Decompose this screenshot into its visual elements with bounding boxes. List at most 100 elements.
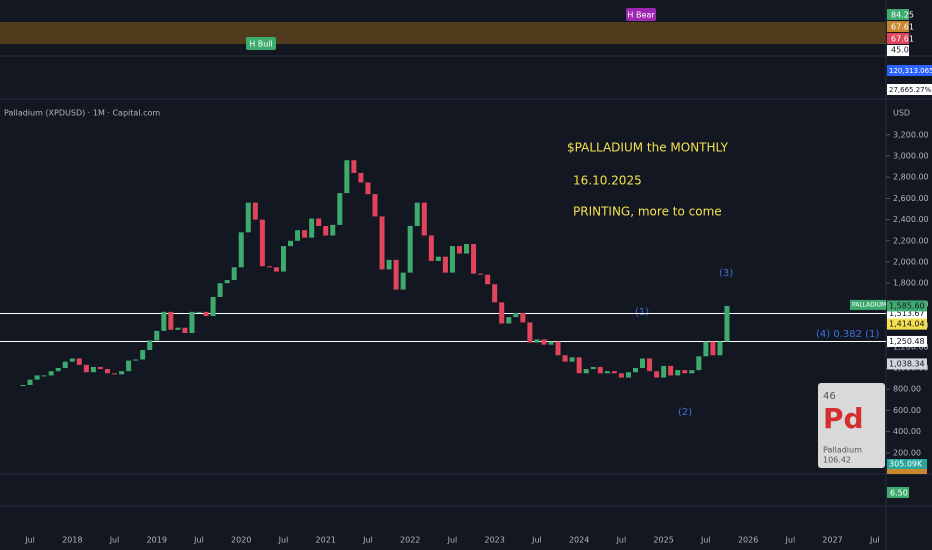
- label-bg: [887, 9, 909, 20]
- candle: [569, 357, 575, 362]
- candle: [372, 194, 378, 217]
- rsi-label: 67.61: [891, 23, 914, 32]
- atomic-number: 46: [823, 391, 836, 402]
- x-tick-label: Jul: [785, 536, 796, 545]
- y-tick-label: 2,200.00: [893, 236, 929, 245]
- candle: [541, 339, 547, 345]
- second-label: 27,665.27%: [889, 86, 932, 94]
- candle: [280, 246, 286, 272]
- candle: [62, 361, 68, 368]
- candle: [161, 311, 167, 331]
- wave-label: (3): [719, 268, 733, 279]
- candle: [682, 370, 688, 374]
- candle: [527, 322, 533, 343]
- candle: [238, 232, 244, 268]
- candle: [703, 341, 709, 357]
- candle: [520, 312, 526, 323]
- price-tag-bg: [887, 335, 927, 347]
- price-tag-bg: [887, 308, 927, 320]
- candle: [20, 384, 26, 386]
- y-tick-label: 2,400.00: [893, 215, 929, 224]
- candle: [288, 240, 294, 247]
- x-tick-label: Jul: [278, 536, 289, 545]
- candle: [196, 311, 202, 313]
- candle: [358, 172, 364, 183]
- element-symbol: Pd: [823, 402, 864, 435]
- candle: [724, 305, 730, 342]
- wave-label: (4) 0.382 (1): [816, 329, 879, 340]
- x-tick-label: 2018: [62, 536, 82, 545]
- candle: [147, 340, 153, 350]
- candle: [295, 230, 301, 241]
- candle: [555, 341, 561, 356]
- rsi-tag: H Bear: [627, 11, 655, 20]
- element-tile: 46 Pd Palladium 106.42: [818, 383, 885, 468]
- candle: [625, 372, 631, 378]
- y-tick-label: 800.00: [893, 385, 921, 394]
- candle: [604, 371, 610, 374]
- candle: [224, 280, 230, 284]
- candle: [27, 379, 33, 385]
- candle: [640, 358, 646, 368]
- candle: [76, 358, 82, 365]
- label-bg: [887, 459, 927, 469]
- price-tag: 1,038.34: [889, 359, 925, 368]
- label-bg: [887, 21, 909, 32]
- candle: [661, 365, 667, 378]
- candle: [259, 219, 265, 267]
- candle: [245, 202, 251, 233]
- candle: [717, 341, 723, 356]
- label-bg: [887, 84, 932, 95]
- volume-label: 305.09K: [889, 460, 923, 469]
- atomic-mass: 106.42: [823, 456, 851, 465]
- candle: [330, 224, 336, 236]
- x-tick-label: Jul: [24, 536, 35, 545]
- x-tick-label: Jul: [616, 536, 627, 545]
- tag-bg: [626, 8, 656, 21]
- candle: [365, 182, 371, 195]
- candle: [182, 327, 188, 334]
- currency: USD: [893, 109, 910, 118]
- candle: [534, 339, 540, 343]
- chart-title: Palladium (XPDUSD) · 1M · Capital.com: [4, 109, 160, 118]
- x-tick-label: 2020: [231, 536, 251, 545]
- y-tick-label: 2,600.00: [893, 194, 929, 203]
- candle: [140, 349, 146, 360]
- candle: [499, 302, 505, 324]
- x-tick-label: 2025: [653, 536, 673, 545]
- candle: [611, 371, 617, 374]
- label-bg: [887, 65, 932, 76]
- candle: [710, 341, 716, 356]
- candle: [83, 364, 89, 373]
- candle: [618, 373, 624, 378]
- candle: [90, 366, 96, 373]
- x-tick-label: 2023: [485, 536, 505, 545]
- candle: [421, 202, 427, 236]
- y-tick-label: 1,800.00: [893, 279, 929, 288]
- series-tag-bg: [850, 299, 886, 310]
- price-tag: 1,585.60: [889, 301, 925, 310]
- x-tick-label: Jul: [193, 536, 204, 545]
- candle: [435, 256, 441, 261]
- tag-bg: [246, 37, 276, 50]
- macd-label: 6.50: [890, 489, 908, 498]
- candle: [428, 235, 434, 261]
- candle: [126, 360, 132, 372]
- candle: [675, 370, 681, 376]
- candle: [104, 369, 110, 374]
- wave-label: (1): [635, 307, 649, 318]
- rsi-tag: H Bull: [249, 40, 273, 49]
- candle: [97, 366, 103, 370]
- candle: [119, 371, 125, 375]
- candle: [506, 317, 512, 324]
- candle: [309, 218, 315, 238]
- candle: [576, 357, 582, 374]
- price-tag: 1,414.04: [889, 320, 925, 329]
- price-tag: 1,250.48: [889, 337, 925, 346]
- candle: [485, 274, 491, 285]
- candle: [231, 267, 237, 281]
- candle: [252, 202, 258, 220]
- x-tick-label: Jul: [869, 536, 880, 545]
- y-tick-label: 3,200.00: [893, 130, 929, 139]
- wave-label: (2): [678, 407, 692, 418]
